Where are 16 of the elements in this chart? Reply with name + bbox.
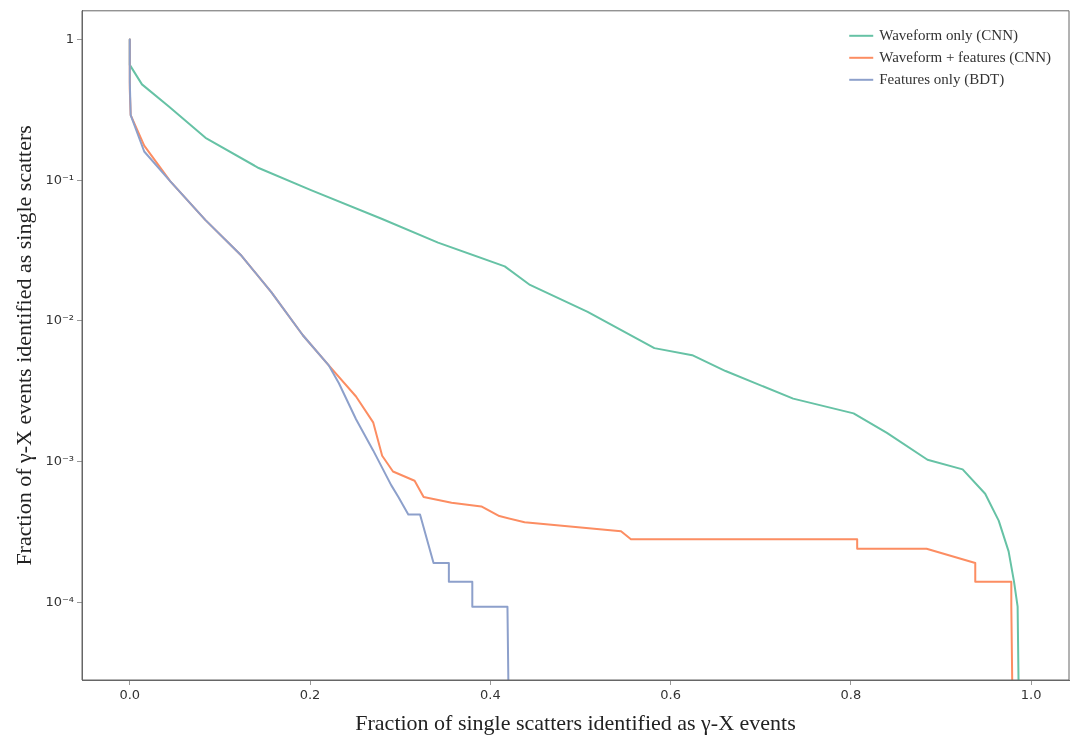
y-tick-label: 1 bbox=[65, 30, 75, 46]
x-tick-label: 0.8 bbox=[840, 687, 862, 703]
legend-label: Waveform only (CNN) bbox=[879, 26, 1018, 44]
y-axis-title: Fraction of γ-X events identified as single scatters bbox=[10, 125, 36, 566]
x-tick-label: 0.4 bbox=[479, 687, 501, 703]
legend-label: Features only (BDT) bbox=[879, 70, 1005, 88]
legend-label: Waveform + features (CNN) bbox=[879, 48, 1052, 66]
x-tick-label: 0.2 bbox=[299, 687, 321, 703]
x-tick-label: 1.0 bbox=[1020, 687, 1042, 703]
y-tick-label: 10⁻³ bbox=[45, 452, 75, 468]
y-tick-label: 10⁻² bbox=[45, 312, 75, 328]
y-tick-label: 10⁻¹ bbox=[45, 171, 75, 187]
x-axis-title: Fraction of single scatters identified as γ-X events bbox=[355, 709, 796, 735]
x-tick-label: 0.0 bbox=[119, 687, 141, 703]
x-tick-label: 0.6 bbox=[660, 687, 681, 703]
y-tick-label: 10⁻⁴ bbox=[45, 593, 75, 609]
